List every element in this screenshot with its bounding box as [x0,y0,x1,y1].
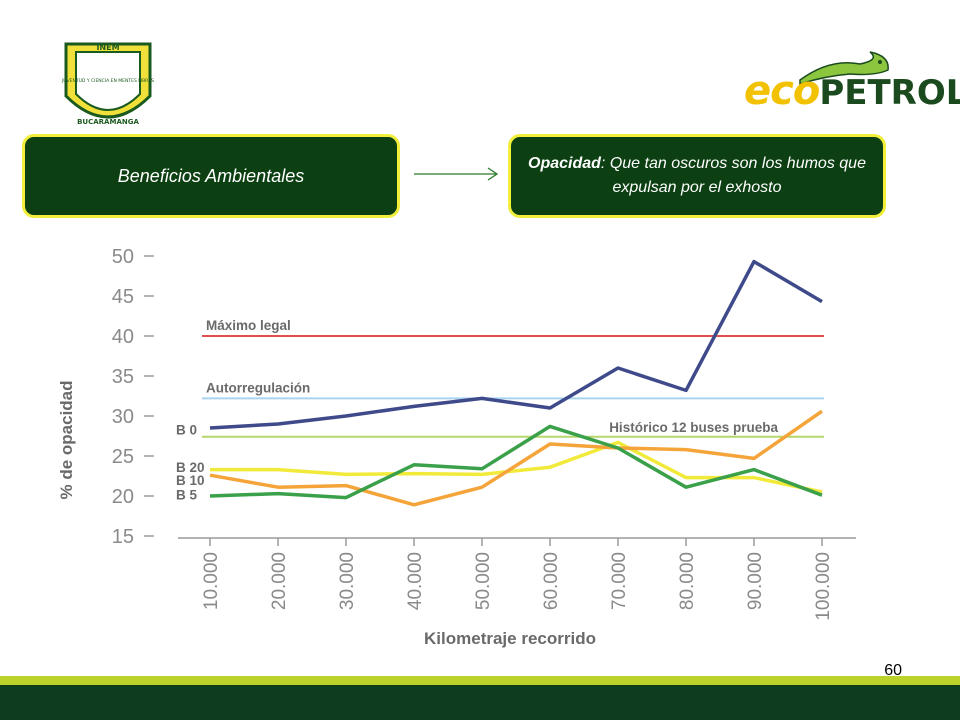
x-tick-label: 10.000 [201,552,222,610]
reference-line-label: Histórico 12 buses prueba [609,420,778,435]
x-tick-label: 80.000 [677,552,698,610]
x-tick-label: 60.000 [541,552,562,610]
eco-text: eco [744,68,820,114]
inem-top-text: INEM [96,43,119,52]
series-label: B 0 [176,423,197,438]
series-line [209,424,823,500]
series-label: B 20 [176,460,205,475]
x-tick-label: 70.000 [609,552,630,610]
x-tick-label: 20.000 [269,552,290,610]
opacidad-text: : Que tan oscuros son los humos que expu… [600,155,866,196]
y-tick-label: 25 [112,446,134,468]
beneficios-box: Beneficios Ambientales [22,134,400,218]
inem-bottom-text: BUCARAMANGA [77,118,139,126]
footer-band-light [0,676,960,685]
inem-logo: INEM JUVENTUD Y CIENCIA EN MENTES LIBRES… [61,42,154,126]
y-tick-label: 15 [112,526,134,548]
y-tick-label: 20 [112,486,134,508]
series-line [209,259,823,430]
opacidad-term: Opacidad [528,155,601,172]
x-tick-label: 90.000 [745,552,766,610]
beneficios-label: Beneficios Ambientales [117,165,305,186]
arrow-right-icon [414,167,499,181]
reference-line-label: Máximo legal [206,318,291,333]
series-label: B 10 [176,473,205,488]
y-tick-label: 35 [112,366,134,388]
y-tick-label: 45 [112,286,134,308]
opacidad-box: Opacidad: Que tan oscuros son los humos … [508,134,886,218]
x-tick-label: 100.000 [813,552,834,621]
x-tick-label: 30.000 [337,552,358,610]
iguana-icon [799,51,889,86]
y-tick-label: 30 [112,406,134,428]
ecopetrol-logo: ecoPETROL [744,68,960,114]
opacidad-definition: Opacidad: Que tan oscuros son los humos … [521,152,873,200]
page-number: 60 [884,662,902,679]
petrol-text: PETROL [819,73,960,113]
y-axis-label: % de opacidad [57,380,76,499]
footer-band-dark [0,685,960,720]
y-tick-label: 40 [112,326,134,348]
y-tick-label: 50 [112,246,134,268]
opacity-line-chart: 50 45 40 35 30 25 20 15 10.000 20.000 30.000 40.00… [57,246,856,648]
reference-line-label: Autorregulación [206,380,310,395]
series-line [209,409,823,507]
series-label: B 5 [176,487,198,502]
inem-inner-text: JUVENTUD Y CIENCIA EN MENTES LIBRES [61,78,154,84]
x-tick-label: 50.000 [473,552,494,610]
x-tick-label: 40.000 [405,552,426,610]
x-axis-label: Kilometraje recorrido [424,629,596,648]
